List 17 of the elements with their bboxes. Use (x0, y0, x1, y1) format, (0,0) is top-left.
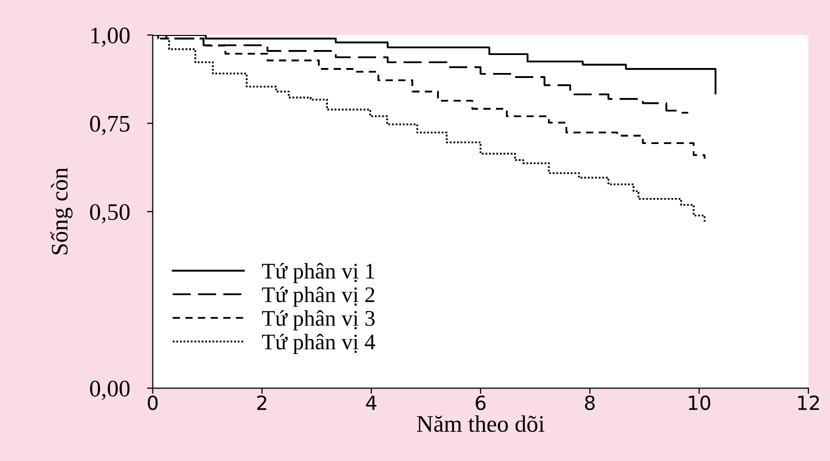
y-tick-label: 0,75 (90, 116, 130, 136)
x-tick-label: 10 (688, 395, 710, 410)
x-tick-label: 4 (366, 396, 376, 410)
x-tick-label: 6 (476, 395, 486, 410)
x-tick-label: 12 (798, 395, 819, 410)
y-tick-label: 0,50 (90, 204, 130, 224)
legend-label: Tứ phân vị 2 (262, 286, 374, 307)
x-tick-label: 8 (584, 395, 595, 410)
legend-label: Tứ phân vị 1 (262, 262, 374, 284)
y-tick-label: 0,00 (90, 380, 130, 400)
y-tick-label: 1,00 (91, 28, 130, 47)
x-tick-label: 2 (257, 395, 266, 410)
y-axis-title: Sống còn (50, 168, 73, 254)
legend-label: Tứ phân vị 3 (262, 310, 375, 330)
legend-label: Tứ phân vị 4 (262, 334, 376, 354)
x-axis-title: Năm theo dõi (416, 415, 544, 432)
x-tick-label: 0 (148, 395, 158, 410)
